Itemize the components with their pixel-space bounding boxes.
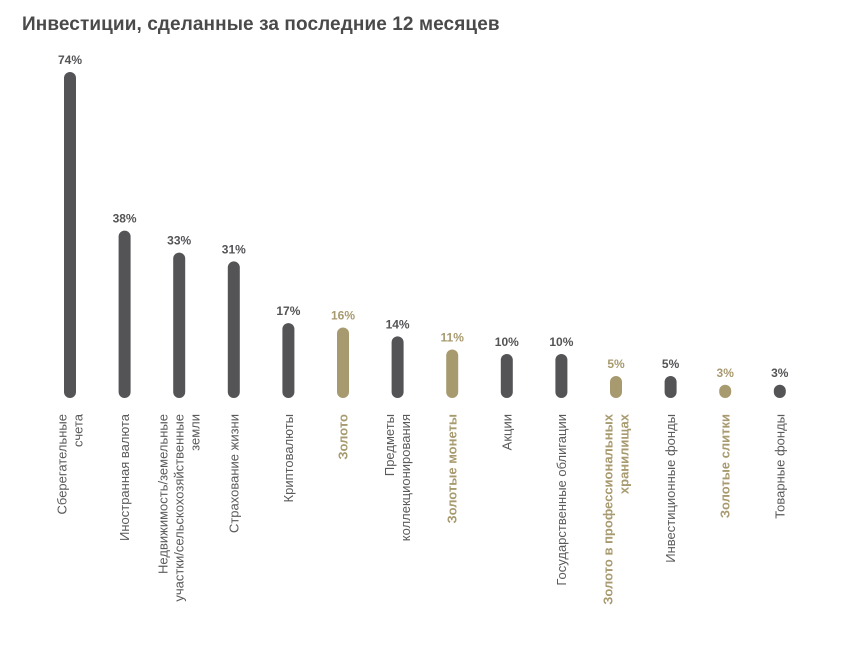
bar — [282, 323, 295, 398]
data-label: 5% — [662, 357, 680, 371]
tick-label: Недвижимость/земельные участки/сельскохоз… — [156, 414, 203, 602]
data-label: 38% — [113, 212, 137, 226]
tick-label-line: Золотые слитки — [718, 414, 733, 518]
data-label: 74% — [58, 53, 82, 67]
data-label: 3% — [771, 366, 789, 380]
tick-label: Страхование жизни — [226, 414, 241, 533]
bar — [391, 336, 404, 398]
bar — [719, 384, 732, 398]
tick-label: Сберегательные счета — [55, 413, 86, 514]
bar — [500, 353, 513, 398]
tick-label-line: счета — [71, 413, 86, 447]
tick-label-line: Инвестиционные фонды — [663, 414, 678, 563]
bar — [118, 230, 131, 398]
tick-label-line: Недвижимость/земельные — [156, 414, 171, 574]
data-label: 17% — [276, 304, 300, 318]
tick-label-line: коллекционирования — [398, 414, 413, 541]
tick-label-line: Криптовалюты — [281, 414, 296, 502]
tick-label-line: Страхование жизни — [226, 414, 241, 533]
tick-label-line: Золото — [336, 414, 351, 460]
tick-label: Криптовалюты — [281, 414, 296, 502]
data-label: 10% — [549, 335, 573, 349]
tick-label-line: Сберегательные — [55, 414, 70, 515]
tick-label-line: Золото в профессиональных — [601, 413, 616, 604]
tick-label-line: участки/сельскохозяйственные — [172, 414, 187, 602]
tick-label-line: Предметы — [382, 414, 397, 476]
bar — [173, 252, 186, 398]
tick-label: Инвестиционные фонды — [663, 414, 678, 563]
tick-label: Иностранная валюта — [117, 413, 132, 541]
data-label: 16% — [331, 309, 355, 323]
tick-label: Золото в профессиональных хранилищах — [601, 413, 632, 604]
tick-label-line: Акции — [499, 414, 514, 450]
data-label: 31% — [222, 242, 246, 256]
bar — [64, 72, 76, 398]
data-label: 3% — [717, 366, 735, 380]
tick-label-line: Золотые монеты — [445, 414, 460, 524]
bar — [337, 327, 349, 398]
bar — [664, 375, 677, 398]
tick-label-line: Товарные фонды — [772, 414, 787, 519]
tick-label: Золотые слитки — [718, 414, 733, 518]
data-label: 11% — [441, 331, 465, 345]
data-label: 5% — [607, 357, 625, 371]
data-label: 10% — [495, 335, 519, 349]
tick-label-line: земли — [188, 414, 203, 451]
tick-label: Государственные облигации — [554, 414, 569, 586]
bar — [610, 375, 622, 398]
tick-label: Золотые монеты — [445, 414, 460, 524]
tick-label-line: Иностранная валюта — [117, 413, 132, 541]
tick-label: Предметы коллекционирования — [382, 414, 413, 541]
data-label: 14% — [386, 317, 410, 331]
bar — [227, 261, 240, 398]
bar — [446, 349, 459, 398]
tick-label: Товарные фонды — [772, 414, 787, 519]
tick-label-line: Государственные облигации — [554, 414, 569, 586]
bar — [555, 353, 568, 398]
tick-label: Золото — [336, 414, 351, 460]
tick-label: Акции — [499, 414, 514, 450]
tick-label-line: хранилищах — [617, 413, 632, 494]
chart-title: Инвестиции, сделанные за последние 12 ме… — [22, 14, 500, 35]
bar — [773, 384, 786, 398]
data-label: 33% — [167, 234, 191, 248]
